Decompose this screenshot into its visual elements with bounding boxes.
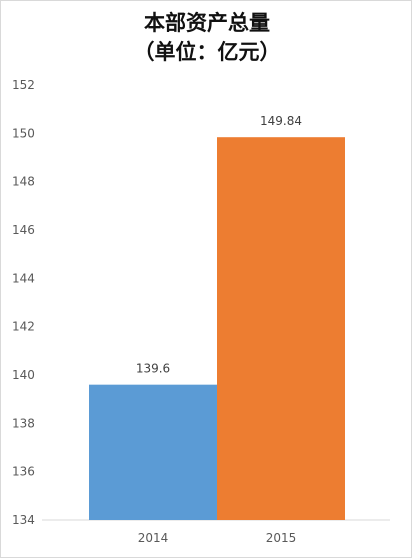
data-labels: 139.6 149.84 <box>136 114 302 375</box>
y-tick-label: 152 <box>12 78 35 92</box>
chart-subtitle: （单位：亿元） <box>133 39 281 64</box>
x-axis-labels: 2014 2015 <box>138 531 297 545</box>
y-tick-label: 148 <box>12 175 35 189</box>
y-tick-label: 134 <box>12 513 35 527</box>
y-tick-label: 140 <box>12 368 35 382</box>
y-axis-ticks: 134 136 138 140 142 144 146 148 150 152 <box>12 78 35 527</box>
y-tick-label: 136 <box>12 465 35 479</box>
data-label-2014: 139.6 <box>136 362 170 376</box>
bars <box>89 137 345 520</box>
bar-2014 <box>89 384 217 520</box>
y-tick-label: 138 <box>12 416 35 430</box>
y-tick-label: 146 <box>12 223 35 237</box>
y-tick-label: 144 <box>12 271 35 285</box>
chart-title: 本部资产总量 <box>144 10 270 35</box>
y-tick-label: 150 <box>12 126 35 140</box>
y-tick-label: 142 <box>12 320 35 334</box>
bar-2015 <box>217 137 345 520</box>
x-tick-label-2014: 2014 <box>138 531 169 545</box>
x-tick-label-2015: 2015 <box>266 531 297 545</box>
data-label-2015: 149.84 <box>260 114 302 128</box>
